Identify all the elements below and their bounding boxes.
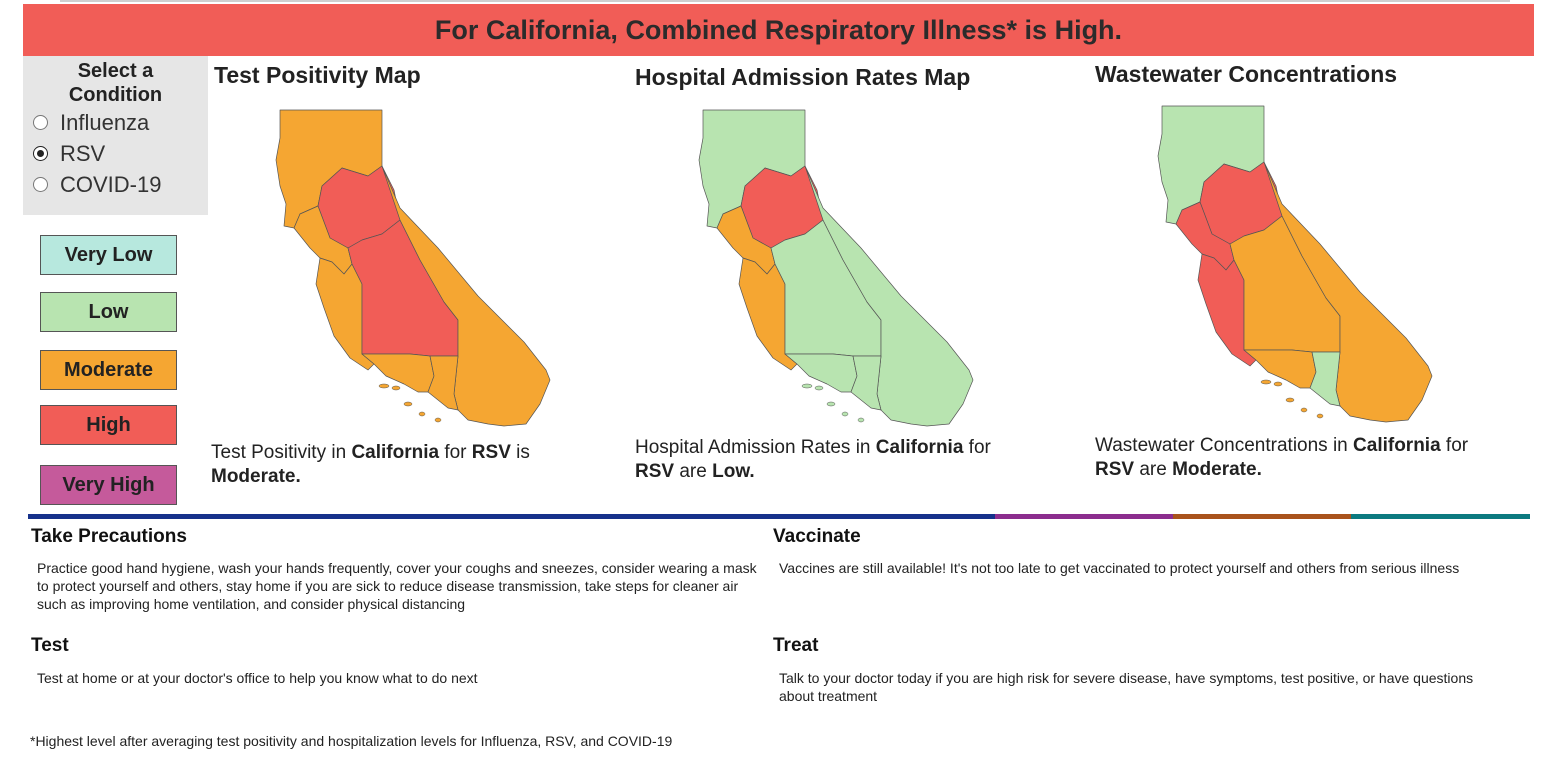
legend-very-low: Very Low	[40, 235, 177, 275]
region-eastern[interactable]	[381, 165, 551, 427]
channel-island-5	[434, 417, 442, 423]
divider-segment-brown	[1173, 514, 1351, 519]
channel-island-4	[418, 411, 426, 417]
precautions-text: Practice good hand hygiene, wash your ha…	[37, 560, 757, 612]
channel-island-2	[391, 385, 401, 391]
channel-island-4	[841, 411, 849, 417]
radio-rsv[interactable]: RSV	[23, 138, 208, 169]
radio-influenza[interactable]: Influenza	[23, 107, 208, 138]
treat-text: Talk to your doctor today if you are hig…	[779, 670, 1474, 704]
radio-circle-rsv[interactable]	[33, 146, 48, 161]
channel-island-3	[403, 401, 413, 407]
test-heading: Test	[31, 635, 69, 656]
footnote: *Highest level after averaging test posi…	[30, 733, 673, 749]
channel-island-5	[1316, 413, 1324, 419]
region-eastern[interactable]	[1263, 161, 1433, 423]
region-la[interactable]	[1309, 351, 1341, 407]
hospital-admission-map	[698, 109, 974, 427]
test-positivity-caption: Test Positivity in California for RSV is…	[211, 442, 530, 487]
region-la[interactable]	[427, 355, 459, 411]
vaccinate-text: Vaccines are still available! It's not t…	[779, 560, 1460, 576]
radio-covid[interactable]: COVID-19	[23, 169, 208, 200]
hospital-admission-caption: Hospital Admission Rates in California f…	[635, 437, 991, 482]
region-south-coast[interactable]	[1243, 349, 1317, 389]
channel-island-3	[1285, 397, 1295, 403]
legend-low: Low	[40, 292, 177, 332]
radio-circle-influenza[interactable]	[33, 115, 48, 130]
channel-island-1	[801, 383, 813, 389]
vaccinate-heading: Vaccinate	[773, 526, 861, 547]
test-text: Test at home or at your doctor's office …	[37, 670, 478, 686]
region-south-coast[interactable]	[361, 353, 435, 393]
channel-island-2	[814, 385, 824, 391]
top-rule	[60, 0, 1510, 2]
channel-island-1	[378, 383, 390, 389]
hospital-admission-title: Hospital Admission Rates Map	[635, 64, 971, 90]
treat-heading: Treat	[773, 635, 819, 656]
channel-island-5	[857, 417, 865, 423]
divider-segment-purple	[995, 514, 1173, 519]
channel-island-3	[826, 401, 836, 407]
radio-label-rsv: RSV	[60, 140, 106, 166]
region-eastern[interactable]	[804, 165, 974, 427]
radio-label-covid: COVID-19	[60, 171, 162, 197]
wastewater-map	[1157, 105, 1433, 423]
precautions-heading: Take Precautions	[31, 526, 187, 547]
radio-label-influenza: Influenza	[60, 109, 150, 135]
legend-moderate: Moderate	[40, 350, 177, 390]
channel-island-1	[1260, 379, 1272, 385]
legend-high: High	[40, 405, 177, 445]
region-south-coast[interactable]	[784, 353, 858, 393]
region-la[interactable]	[850, 355, 882, 411]
divider-segment-blue	[28, 514, 995, 519]
channel-island-2	[1273, 381, 1283, 387]
wastewater-caption: Wastewater Concentrations in California …	[1095, 435, 1469, 480]
condition-selector: Select a Condition Influenza RSV COVID-1…	[23, 56, 208, 215]
test-positivity-map	[275, 109, 551, 427]
wastewater-title: Wastewater Concentrations	[1095, 61, 1398, 87]
selector-title: Select a Condition	[68, 60, 163, 106]
test-positivity-title: Test Positivity Map	[214, 62, 421, 88]
divider-segment-teal	[1351, 514, 1530, 519]
channel-island-4	[1300, 407, 1308, 413]
legend-very-high: Very High	[40, 465, 177, 505]
radio-circle-covid[interactable]	[33, 177, 48, 192]
status-banner: For California, Combined Respiratory Ill…	[23, 4, 1534, 56]
